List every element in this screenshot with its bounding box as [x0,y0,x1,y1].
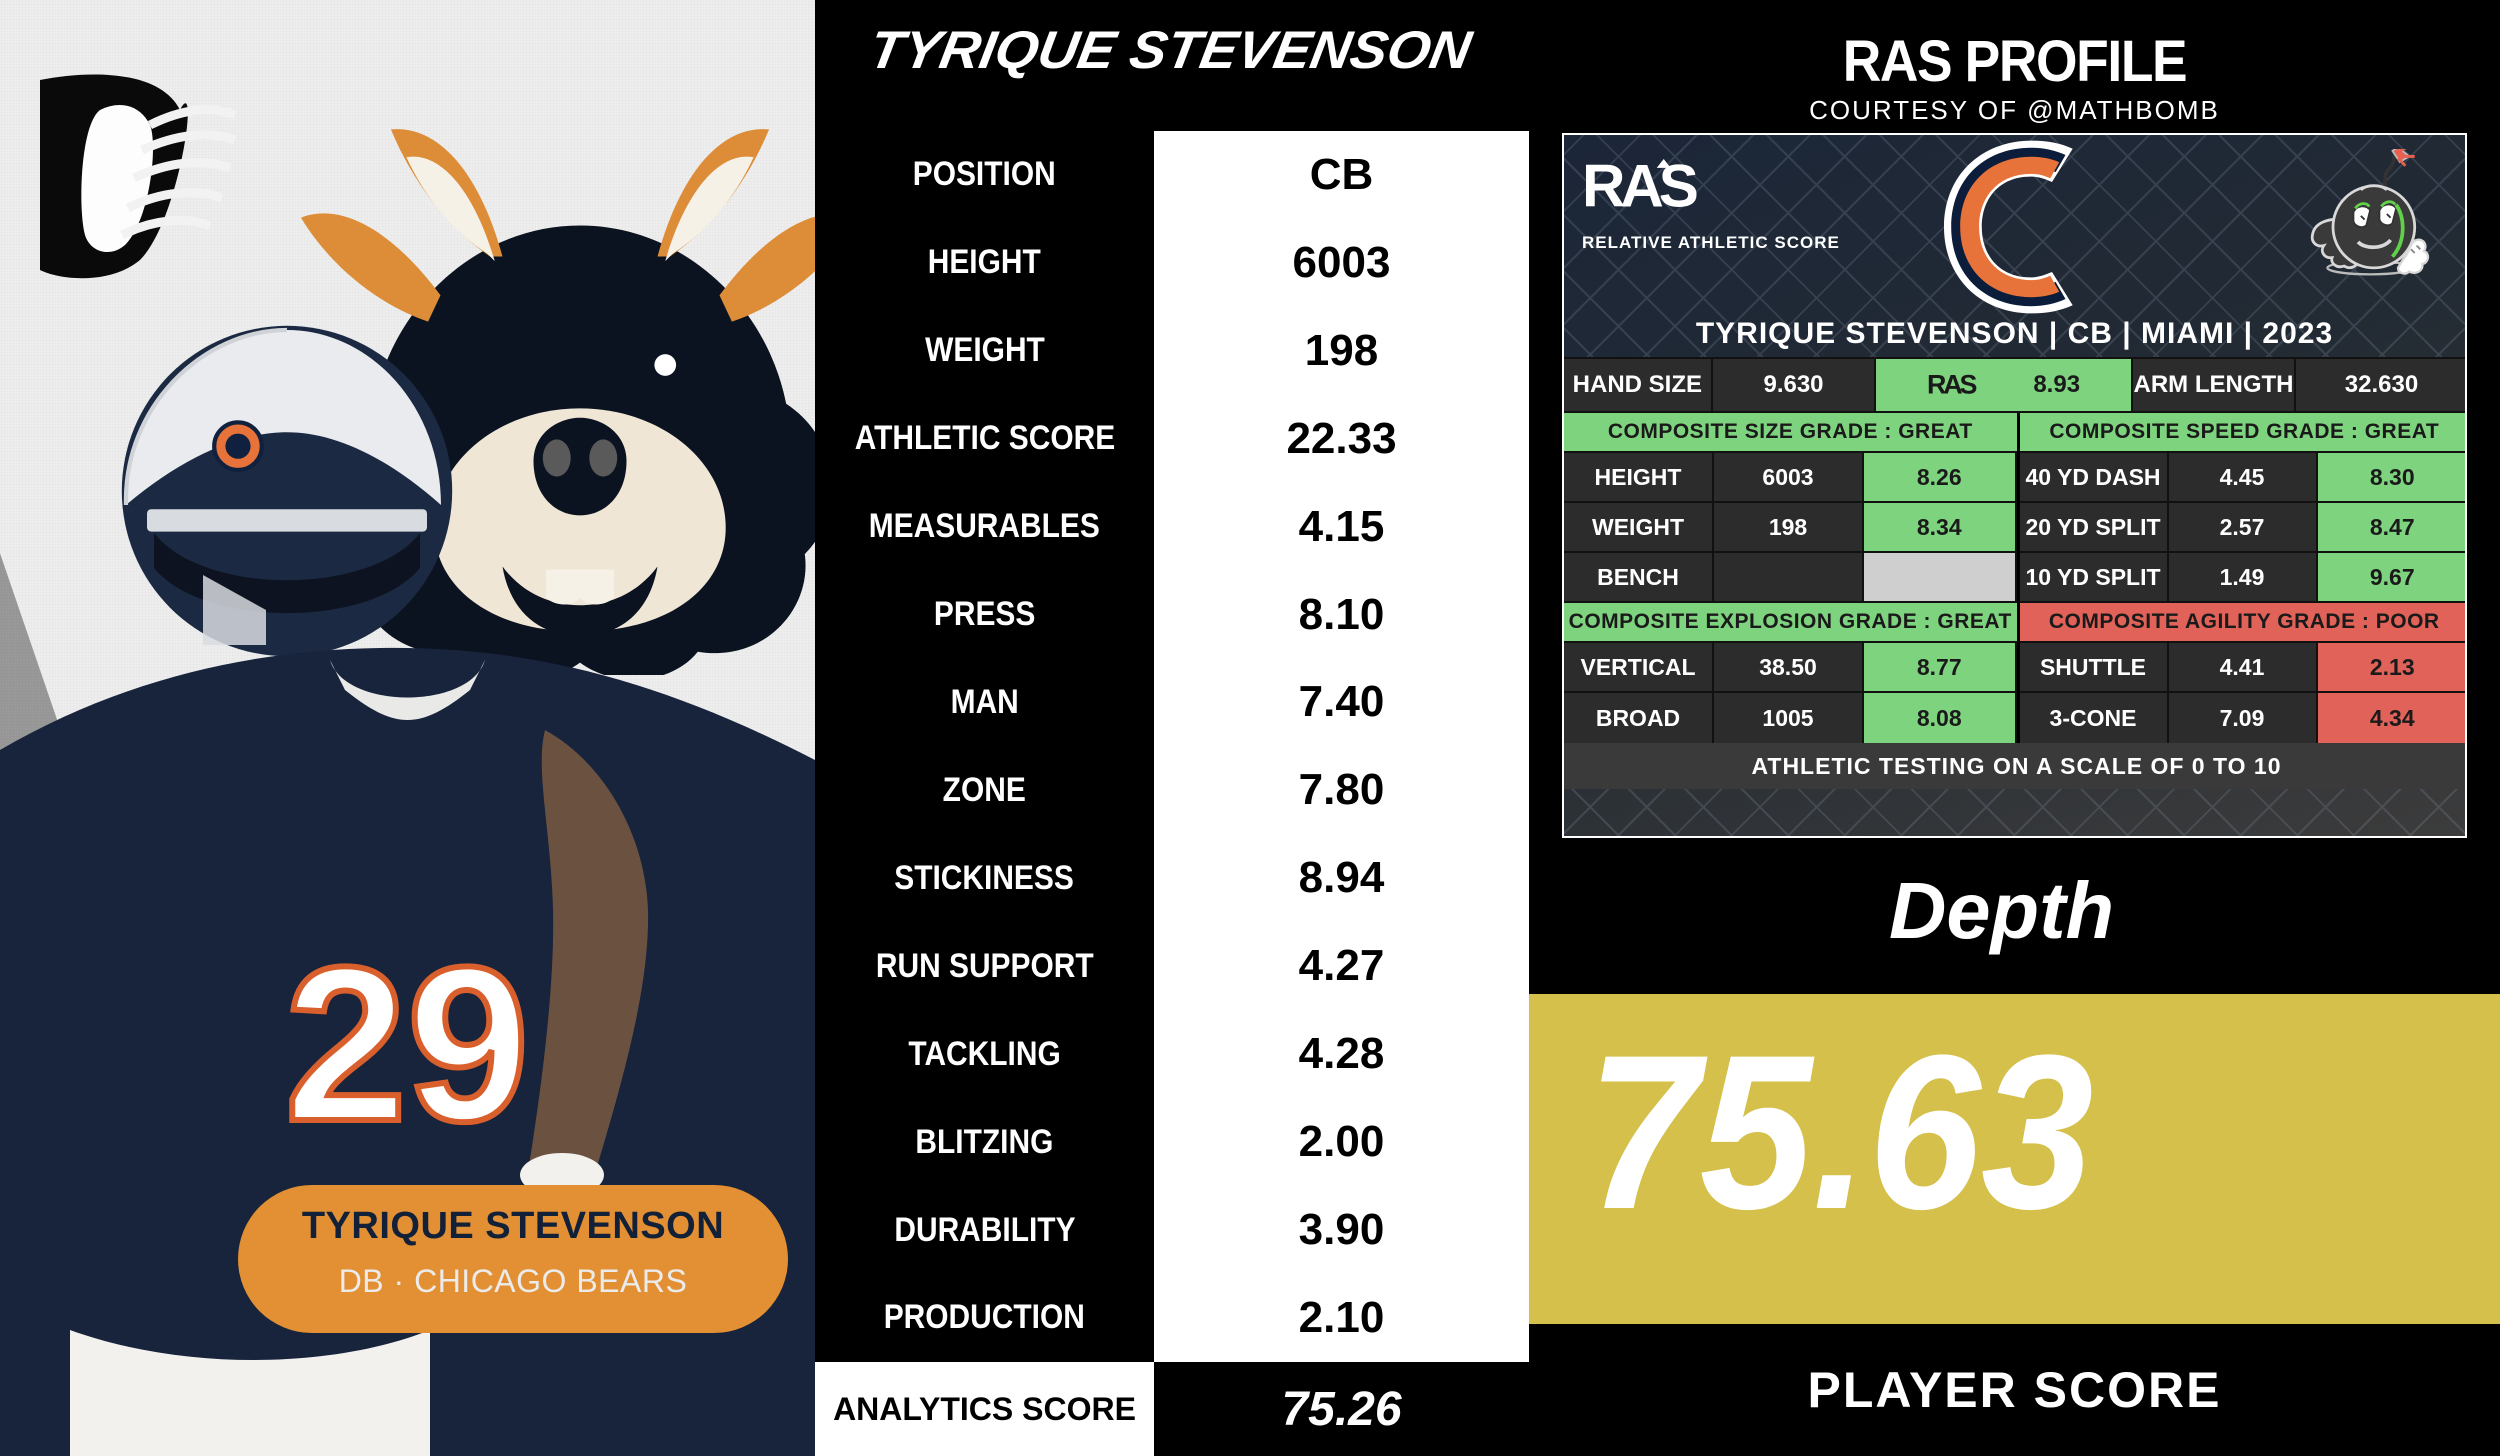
svg-text:RAS: RAS [1582,159,1699,219]
svg-text:RAS: RAS [1927,369,1977,399]
svg-text:Depth: Depth [1889,871,2114,955]
svg-text:29: 29 [285,921,530,1167]
